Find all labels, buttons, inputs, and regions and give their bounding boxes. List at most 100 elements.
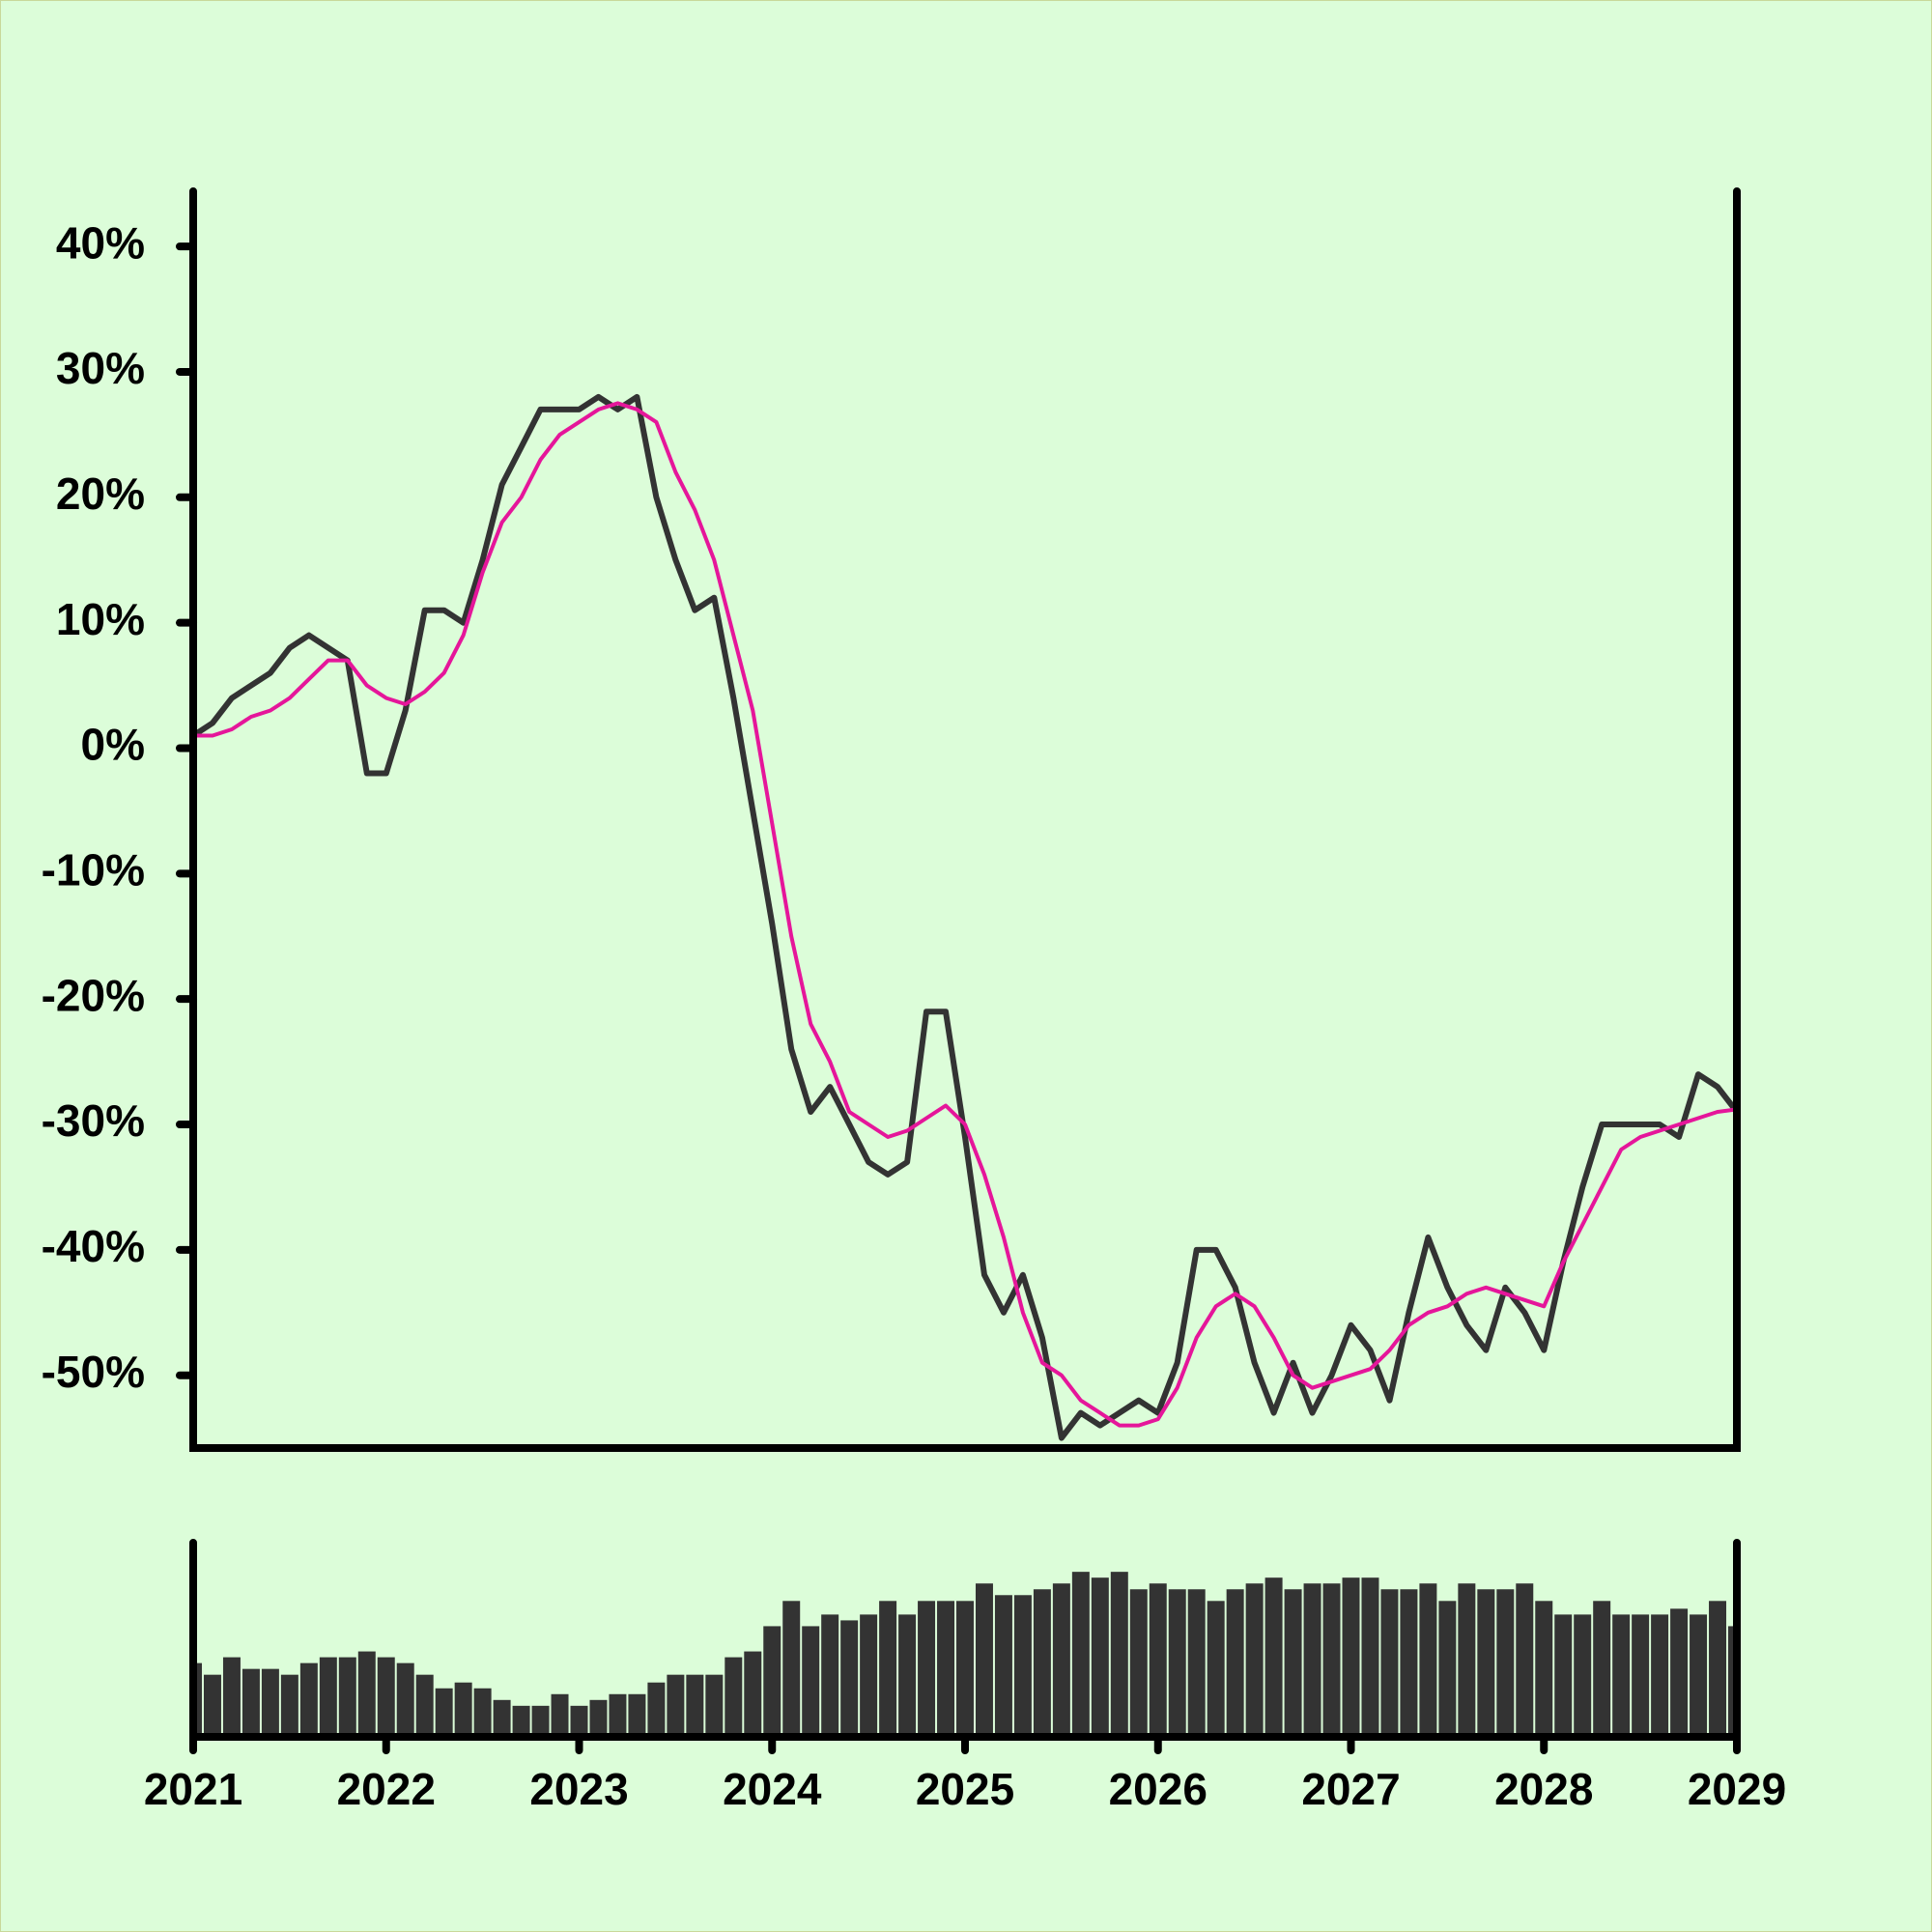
volume-bar (570, 1705, 588, 1737)
volume-bar (1303, 1583, 1321, 1737)
volume-bar (724, 1657, 743, 1737)
x-tick-label: 2021 (144, 1764, 242, 1814)
volume-bar (1342, 1577, 1360, 1737)
y-tick-label: 40% (56, 217, 145, 268)
x-tick-label: 2025 (916, 1764, 1014, 1814)
volume-bar (763, 1626, 781, 1737)
plot-frame (189, 187, 1741, 1452)
x-tick-label: 2029 (1688, 1764, 1786, 1814)
volume-bar (1226, 1589, 1244, 1737)
volume-bar (493, 1699, 511, 1737)
volume-bar (1129, 1589, 1148, 1737)
volume-bar (435, 1688, 453, 1737)
volume-bar (1574, 1614, 1592, 1737)
volume-bar (1612, 1614, 1631, 1737)
volume-bar (338, 1657, 356, 1737)
volume-bar (280, 1674, 298, 1737)
volume-bar (531, 1705, 550, 1737)
volume-bar (1400, 1589, 1418, 1737)
x-tick-label: 2026 (1109, 1764, 1208, 1814)
volume-bar (975, 1583, 993, 1737)
y-tick-label: 20% (56, 469, 145, 519)
volume-bar (1458, 1583, 1476, 1737)
volume-bar (415, 1674, 434, 1737)
y-tick-label: -50% (42, 1347, 145, 1397)
volume-bar (242, 1668, 260, 1737)
volume-bar (299, 1662, 318, 1737)
volume-bar (879, 1601, 897, 1737)
volume-bar (1361, 1577, 1379, 1737)
volume-bar (609, 1693, 627, 1737)
volume-bar (1554, 1614, 1573, 1737)
volume-bar (686, 1674, 704, 1737)
volume-bar (1651, 1614, 1669, 1737)
volume-bar (1033, 1589, 1051, 1737)
volume-bar (1516, 1583, 1534, 1737)
volume-bar (1207, 1601, 1225, 1737)
volume-bar (860, 1614, 878, 1737)
volume-bar (1187, 1589, 1206, 1737)
x-tick-label: 2023 (529, 1764, 628, 1814)
volume-bar (994, 1595, 1012, 1737)
y-tick-label: -40% (42, 1221, 145, 1271)
volume-bar (782, 1601, 801, 1737)
volume-bar (1110, 1572, 1128, 1737)
volume-bar (473, 1688, 492, 1737)
y-tick-label: -30% (42, 1095, 145, 1146)
volume-bar (454, 1682, 472, 1737)
moving-average-line (193, 401, 1738, 1428)
volume-bar (802, 1626, 820, 1737)
volume-bar (1728, 1626, 1737, 1737)
volume-bar (512, 1705, 530, 1737)
volume-bar (647, 1682, 666, 1737)
x-tick-label: 2022 (337, 1764, 436, 1814)
volume-bar (705, 1674, 724, 1737)
volume-bar (956, 1601, 974, 1737)
volume-bar (357, 1651, 376, 1737)
volume-bar (551, 1693, 569, 1737)
volume-bar (193, 1662, 202, 1737)
volume-bar (1709, 1601, 1727, 1737)
volume-bar (377, 1657, 395, 1737)
volume-bar (1168, 1589, 1186, 1737)
volume-bar (222, 1657, 241, 1737)
volume-bar (1013, 1595, 1032, 1737)
volume-bar (1496, 1589, 1515, 1737)
volume-bar (1690, 1614, 1708, 1737)
volume-bar (744, 1651, 762, 1737)
volume-bar (821, 1614, 839, 1737)
volume-bar (319, 1657, 337, 1737)
volume-bar (937, 1601, 955, 1737)
y-tick-label: -20% (42, 970, 145, 1020)
volume-bar (1632, 1614, 1650, 1737)
volume-bar (1670, 1608, 1689, 1737)
volume-bar (1149, 1583, 1167, 1737)
volume-bar (589, 1699, 608, 1737)
volume-bar (1593, 1601, 1611, 1737)
volume-bar (840, 1620, 859, 1737)
volume-bar (1419, 1583, 1437, 1737)
volume-frame (189, 1539, 1741, 1741)
price-line (191, 393, 1740, 1441)
volume-bar (898, 1614, 917, 1737)
x-tick-label: 2027 (1301, 1764, 1400, 1814)
volume-bar (1071, 1572, 1090, 1737)
y-tick-label: 0% (81, 720, 145, 770)
volume-bar (396, 1662, 414, 1737)
volume-bar (1322, 1583, 1341, 1737)
volume-bar (918, 1601, 936, 1737)
volume-bar (628, 1693, 646, 1737)
x-tick-label: 2024 (723, 1764, 822, 1814)
y-tick-label: 10% (56, 594, 145, 644)
volume-bar (1380, 1589, 1399, 1737)
volume-bar (1535, 1601, 1553, 1737)
volume-bar (1438, 1601, 1457, 1737)
volume-bar (1284, 1589, 1302, 1737)
volume-bar (1245, 1583, 1264, 1737)
volume-bar (261, 1668, 279, 1737)
volume-bar (1477, 1589, 1495, 1737)
volume-bar (203, 1674, 221, 1737)
volume-bar (667, 1674, 685, 1737)
volume-bar (1052, 1583, 1070, 1737)
